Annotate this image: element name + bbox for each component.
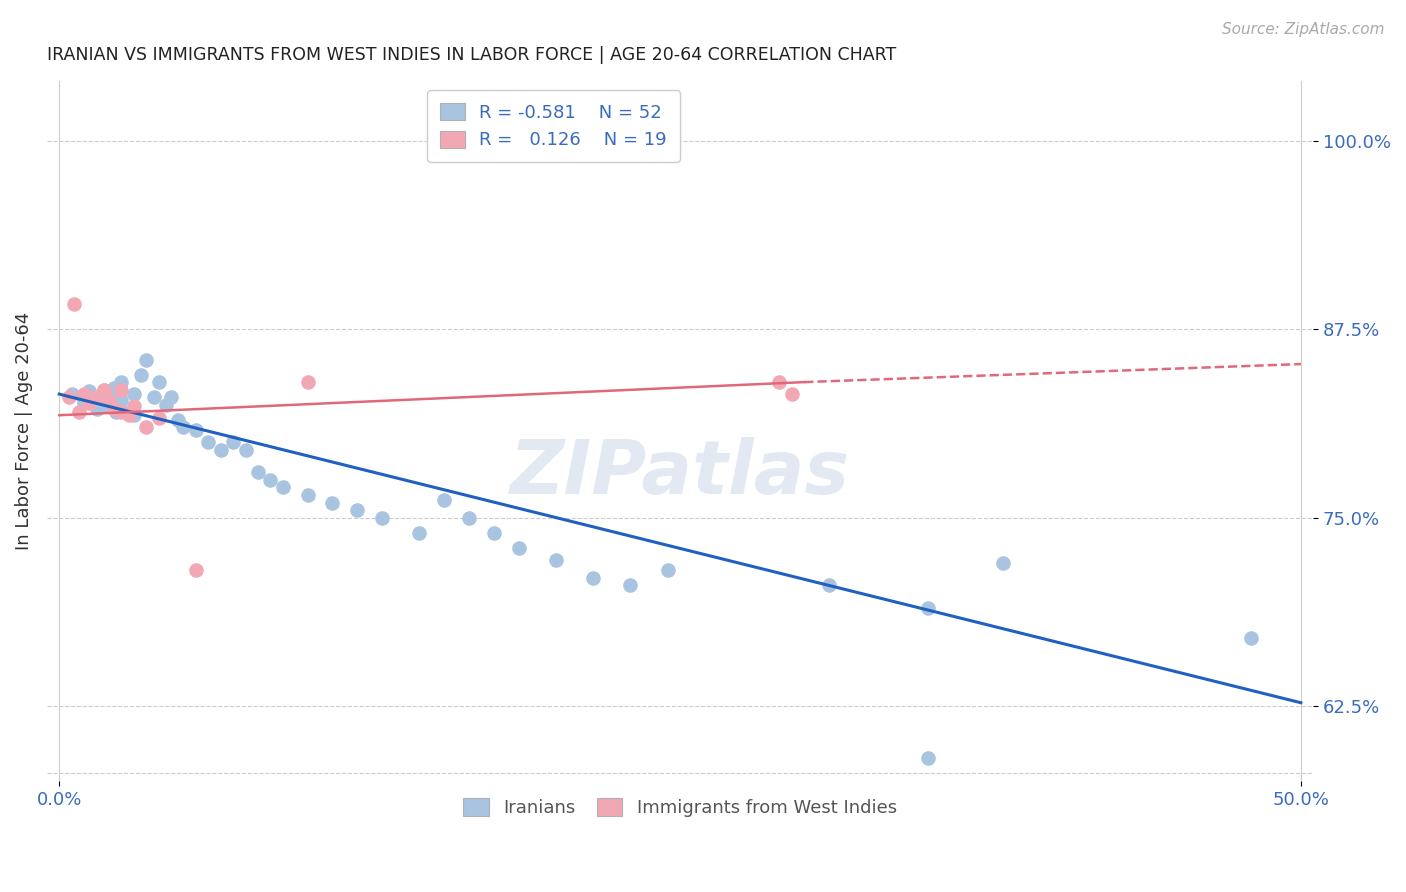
Point: [582, 571, 605, 585]
Point: [86, 402, 108, 417]
Point: [321, 495, 343, 509]
Point: [73, 387, 96, 401]
Point: [768, 375, 790, 389]
Point: [184, 563, 207, 577]
Point: [155, 398, 177, 412]
Point: [110, 383, 132, 397]
Point: [58, 390, 80, 404]
Point: [657, 563, 679, 577]
Point: [197, 435, 219, 450]
Point: [122, 387, 145, 401]
Point: [167, 413, 190, 427]
Point: [118, 408, 141, 422]
Point: [105, 405, 128, 419]
Point: [172, 420, 194, 434]
Point: [98, 398, 121, 412]
Point: [991, 556, 1014, 570]
Point: [544, 552, 567, 566]
Point: [73, 396, 96, 410]
Point: [458, 510, 481, 524]
Point: [235, 442, 257, 457]
Point: [619, 578, 641, 592]
Point: [60, 387, 83, 401]
Point: [86, 390, 108, 404]
Point: [433, 492, 456, 507]
Point: [780, 387, 803, 401]
Point: [408, 525, 430, 540]
Point: [93, 399, 115, 413]
Point: [93, 383, 115, 397]
Point: [209, 442, 232, 457]
Text: ZIPatlas: ZIPatlas: [510, 436, 851, 509]
Point: [110, 393, 132, 408]
Point: [160, 390, 183, 404]
Point: [148, 375, 170, 389]
Point: [297, 375, 319, 389]
Point: [917, 600, 939, 615]
Y-axis label: In Labor Force | Age 20-64: In Labor Force | Age 20-64: [15, 312, 32, 550]
Point: [122, 408, 145, 422]
Text: Source: ZipAtlas.com: Source: ZipAtlas.com: [1222, 22, 1385, 37]
Point: [63, 297, 86, 311]
Point: [297, 488, 319, 502]
Point: [259, 473, 281, 487]
Point: [129, 368, 152, 382]
Point: [433, 134, 456, 148]
Point: [246, 466, 269, 480]
Point: [818, 578, 841, 592]
Point: [508, 541, 530, 555]
Point: [917, 751, 939, 765]
Point: [148, 411, 170, 425]
Point: [135, 352, 157, 367]
Point: [135, 420, 157, 434]
Point: [77, 384, 100, 398]
Point: [110, 375, 132, 389]
Point: [184, 423, 207, 437]
Point: [67, 405, 90, 419]
Point: [98, 390, 121, 404]
Point: [346, 503, 368, 517]
Point: [271, 480, 294, 494]
Point: [93, 383, 115, 397]
Point: [122, 399, 145, 413]
Text: IRANIAN VS IMMIGRANTS FROM WEST INDIES IN LABOR FORCE | AGE 20-64 CORRELATION CH: IRANIAN VS IMMIGRANTS FROM WEST INDIES I…: [46, 46, 896, 64]
Point: [142, 390, 165, 404]
Point: [77, 396, 100, 410]
Point: [482, 525, 505, 540]
Point: [371, 510, 394, 524]
Point: [103, 381, 125, 395]
Point: [98, 393, 121, 408]
Point: [103, 402, 125, 417]
Legend: Iranians, Immigrants from West Indies: Iranians, Immigrants from West Indies: [456, 791, 904, 824]
Point: [86, 390, 108, 404]
Point: [118, 405, 141, 419]
Point: [110, 405, 132, 419]
Point: [1240, 631, 1263, 645]
Point: [222, 435, 245, 450]
Point: [73, 393, 96, 408]
